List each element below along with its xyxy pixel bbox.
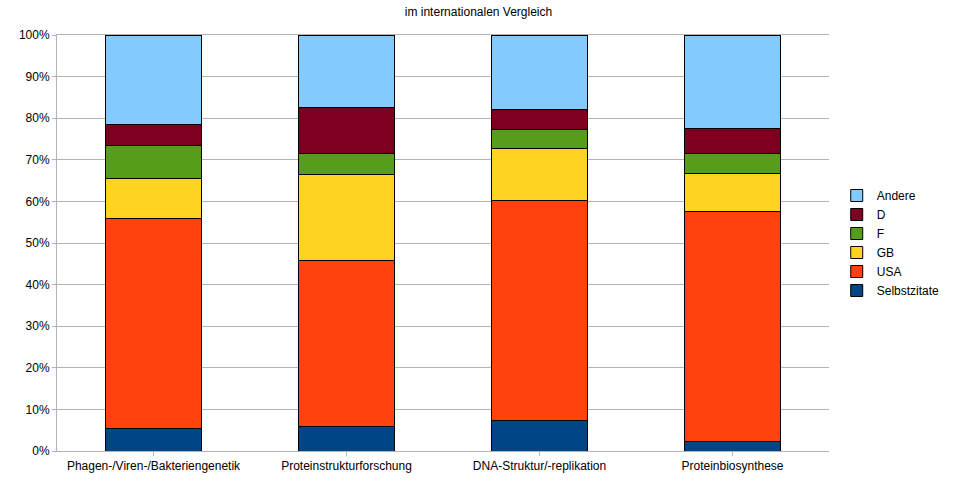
svg-text:F: F — [877, 227, 884, 241]
svg-text:20%: 20% — [26, 361, 50, 375]
svg-text:USA: USA — [877, 265, 902, 279]
svg-text:50%: 50% — [26, 236, 50, 250]
svg-text:10%: 10% — [26, 403, 50, 417]
svg-text:Phagen-/Viren-/Bakteriengeneti: Phagen-/Viren-/Bakteriengenetik — [67, 459, 241, 473]
svg-text:30%: 30% — [26, 319, 50, 333]
svg-text:Andere: Andere — [877, 189, 916, 203]
svg-text:im internationalen Vergleich: im internationalen Vergleich — [405, 5, 552, 19]
svg-text:DNA-Struktur/-replikation: DNA-Struktur/-replikation — [473, 459, 606, 473]
svg-text:GB: GB — [877, 246, 894, 260]
svg-text:100%: 100% — [19, 28, 50, 42]
svg-text:80%: 80% — [26, 111, 50, 125]
svg-text:Selbstzitate: Selbstzitate — [877, 284, 939, 298]
svg-text:Proteinbiosynthese: Proteinbiosynthese — [681, 459, 783, 473]
svg-text:0%: 0% — [32, 444, 50, 458]
svg-text:Proteinstrukturforschung: Proteinstrukturforschung — [281, 459, 412, 473]
svg-text:40%: 40% — [26, 278, 50, 292]
svg-text:D: D — [877, 208, 886, 222]
svg-text:60%: 60% — [26, 195, 50, 209]
svg-text:90%: 90% — [26, 70, 50, 84]
svg-text:70%: 70% — [26, 153, 50, 167]
